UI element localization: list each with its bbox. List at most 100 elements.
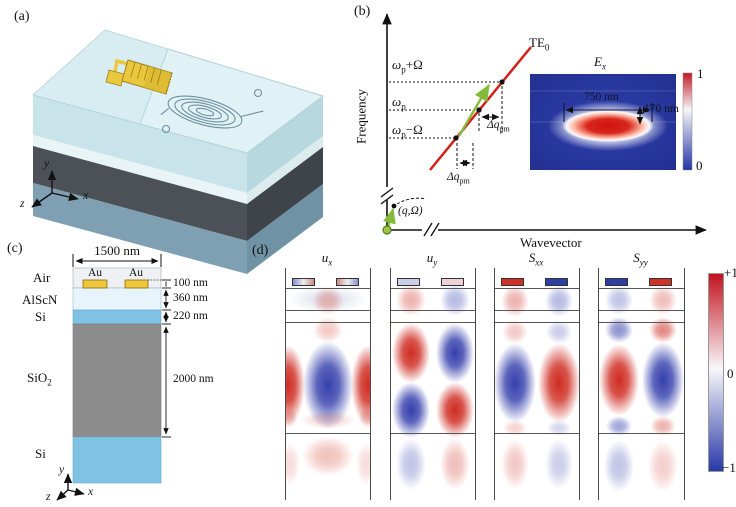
inset-height-label: 170 nm bbox=[644, 103, 679, 115]
field-blob bbox=[392, 382, 430, 438]
field-blob bbox=[286, 345, 305, 425]
d-label-uy: uy bbox=[426, 250, 438, 268]
panel-c-stack bbox=[56, 254, 171, 501]
layer-interface-line bbox=[286, 288, 370, 289]
layer-interface-line bbox=[495, 310, 579, 311]
c-axis-z-label: z bbox=[46, 491, 51, 503]
dq-upper-label: Δqpm bbox=[487, 119, 510, 134]
field-panel-uy bbox=[390, 268, 476, 500]
phonon-scattering-arrow bbox=[457, 83, 491, 137]
layer-interface-line bbox=[599, 288, 684, 289]
layer-si-top bbox=[72, 309, 162, 325]
c-label-si-bottom: Si bbox=[35, 446, 46, 461]
idt-electrode-cross-section bbox=[649, 278, 672, 286]
idt-electrode bbox=[105, 58, 173, 95]
field-blob bbox=[642, 342, 684, 418]
grating-coupler-icon bbox=[253, 88, 263, 98]
panel-a-label: (a) bbox=[14, 9, 30, 24]
layer-interface-line bbox=[495, 433, 579, 434]
c-label-alscn: AlScN bbox=[22, 292, 58, 307]
field-colorbar bbox=[708, 273, 724, 472]
field-blob bbox=[302, 436, 354, 476]
axes-c bbox=[56, 473, 85, 501]
panel-b-mode-inset bbox=[530, 72, 693, 171]
a-axis-y-label: y bbox=[44, 158, 50, 170]
field-blob bbox=[440, 438, 470, 490]
field-blob bbox=[501, 285, 529, 317]
inset-cbar-max: 1 bbox=[697, 66, 704, 81]
d-cbar-min: −1 bbox=[722, 460, 736, 475]
idt-electrode-cross-section bbox=[501, 278, 524, 286]
layer-interface-line bbox=[286, 322, 370, 323]
idt-electrode-cross-section bbox=[605, 278, 628, 286]
layer-interface-line bbox=[391, 288, 475, 289]
layer-interface-line bbox=[495, 322, 579, 323]
field-blob bbox=[300, 411, 356, 429]
panel-a-chip bbox=[31, 29, 325, 274]
field-blob bbox=[288, 286, 368, 312]
field-blob bbox=[547, 420, 571, 436]
d-label-syy: Syy bbox=[633, 250, 648, 268]
freq-tick-top: ωp+Ω bbox=[392, 57, 423, 75]
d-cbar-mid: 0 bbox=[727, 366, 734, 381]
layer-sio2 bbox=[72, 323, 162, 438]
layer-interface-line bbox=[599, 433, 684, 434]
c-label-air: Air bbox=[33, 270, 51, 285]
au-electrode-left bbox=[82, 279, 108, 289]
c-axis-y-label: y bbox=[59, 464, 65, 476]
field-blob bbox=[648, 440, 678, 492]
field-panel-syy bbox=[598, 268, 685, 500]
axes-a bbox=[31, 170, 79, 208]
panel-b-dispersion bbox=[380, 13, 707, 237]
field-blob bbox=[502, 320, 528, 344]
c-dim-sio2: 2000 nm bbox=[173, 373, 214, 385]
au-electrode-right bbox=[124, 279, 149, 289]
c-width-label: 1500 nm bbox=[94, 243, 140, 258]
inset-width-label: 750 nm bbox=[584, 91, 619, 103]
field-blob bbox=[436, 382, 474, 438]
field-panel-ux bbox=[285, 268, 371, 500]
inset-cbar-min: 0 bbox=[696, 158, 703, 173]
field-blob bbox=[392, 323, 430, 383]
field-blob bbox=[436, 323, 474, 383]
c-au-right-label: Au bbox=[129, 267, 144, 279]
idt-electrode-cross-section bbox=[441, 278, 464, 286]
layer-interface-line bbox=[286, 310, 370, 311]
idt-electrode-cross-section bbox=[397, 278, 420, 286]
spiral-waveguide bbox=[160, 88, 264, 134]
chip-mesa bbox=[139, 48, 325, 154]
field-blob bbox=[650, 416, 676, 436]
layer-si-bottom bbox=[72, 436, 162, 484]
field-panel-sxx bbox=[494, 268, 580, 500]
b-x-axis-label: Wavevector bbox=[520, 235, 582, 250]
inset-title: Ex bbox=[594, 54, 606, 72]
field-blob bbox=[605, 317, 633, 343]
a-axis-x-label: x bbox=[83, 190, 89, 202]
acoustic-wavevector-arrow bbox=[382, 207, 396, 229]
panel-b-label: (b) bbox=[354, 4, 371, 19]
dq-lower-label: Δqpm bbox=[447, 171, 470, 186]
field-blob bbox=[501, 439, 529, 489]
freq-tick-mid: ωp bbox=[392, 94, 406, 112]
layer-interface-line bbox=[391, 310, 475, 311]
field-blob bbox=[303, 341, 353, 429]
c-label-sio2: SiO2 bbox=[27, 370, 52, 388]
origin-point bbox=[382, 225, 392, 235]
grating-coupler-icon bbox=[161, 124, 171, 134]
field-blob bbox=[358, 408, 370, 428]
panel-c-label: (c) bbox=[7, 241, 23, 256]
layer-interface-line bbox=[599, 310, 684, 311]
field-blob bbox=[538, 343, 579, 423]
field-blob bbox=[606, 416, 632, 436]
layer-interface-line bbox=[599, 322, 684, 323]
field-blob bbox=[286, 442, 300, 486]
field-blob bbox=[356, 442, 370, 486]
layer-interface-line bbox=[286, 433, 370, 434]
c-dim-au: 100 nm bbox=[173, 277, 208, 289]
d-cbar-max: +1 bbox=[724, 265, 736, 280]
a-axis-z-label: z bbox=[20, 198, 25, 210]
layer-interface-line bbox=[391, 322, 475, 323]
field-blob bbox=[495, 343, 536, 423]
